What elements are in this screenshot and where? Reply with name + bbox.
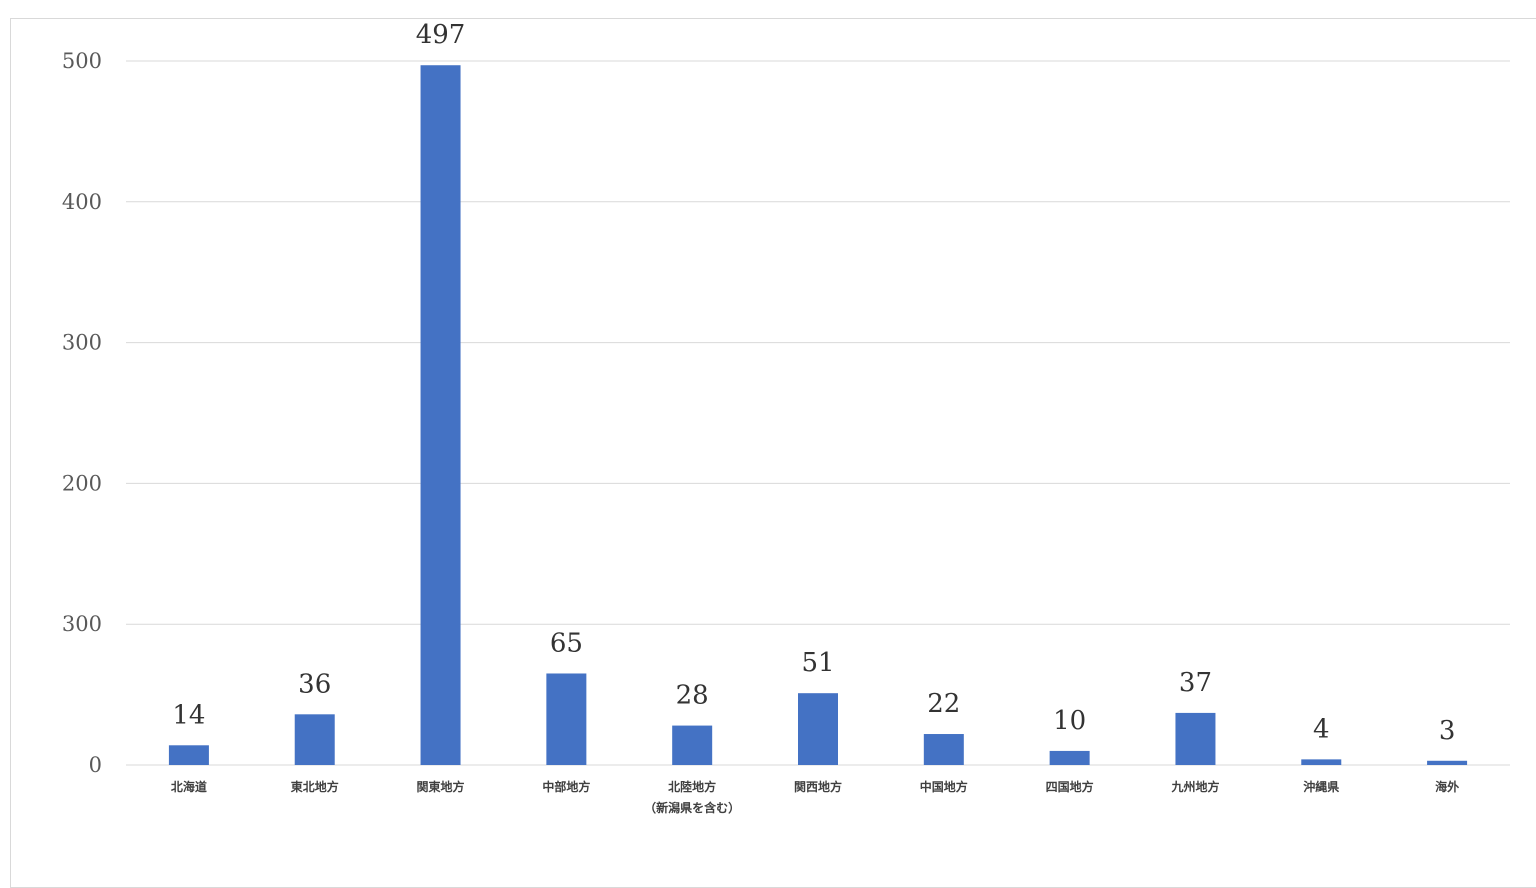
x-tick-label: 九州地方 xyxy=(1170,779,1219,794)
x-tick-label: 関西地方 xyxy=(794,779,842,794)
x-tick-label: 中国地方 xyxy=(920,779,968,794)
chart-frame xyxy=(10,18,1536,888)
data-label: 14 xyxy=(172,700,205,730)
bar xyxy=(1049,750,1090,765)
y-tick-label: 300 xyxy=(62,612,102,636)
bar xyxy=(672,725,713,765)
data-label: 51 xyxy=(801,648,834,678)
y-tick-label: 0 xyxy=(89,753,102,777)
x-tick-label: （新潟県を含む） xyxy=(644,800,740,815)
y-tick-label: 400 xyxy=(62,190,102,214)
bar xyxy=(1175,712,1216,765)
x-tick-label: 東北地方 xyxy=(291,779,339,794)
bar xyxy=(923,734,964,765)
y-tick-label: 200 xyxy=(62,471,102,495)
bar xyxy=(798,693,838,765)
data-label: 497 xyxy=(416,20,466,50)
x-tick-label: 北陸地方 xyxy=(668,779,716,794)
bar xyxy=(294,714,335,765)
data-label: 22 xyxy=(927,689,960,719)
y-tick-label: 500 xyxy=(62,49,102,73)
data-label: 36 xyxy=(298,669,331,699)
bar xyxy=(168,745,209,765)
data-label: 3 xyxy=(1439,716,1456,746)
bar xyxy=(546,673,587,765)
y-tick-label: 300 xyxy=(62,331,102,355)
bar xyxy=(1301,759,1342,765)
x-tick-label: 四国地方 xyxy=(1046,779,1094,794)
data-label: 37 xyxy=(1179,668,1212,698)
bar xyxy=(1427,760,1468,765)
data-label: 28 xyxy=(676,681,709,711)
data-label: 65 xyxy=(550,628,583,658)
x-tick-label: 北海道 xyxy=(171,779,207,794)
x-tick-label: 沖縄県 xyxy=(1303,779,1339,794)
x-tick-label: 関東地方 xyxy=(417,779,465,794)
bar xyxy=(420,65,461,765)
data-label: 4 xyxy=(1313,714,1330,744)
x-tick-label: 海外 xyxy=(1435,779,1459,794)
x-tick-label: 中部地方 xyxy=(542,779,590,794)
data-label: 10 xyxy=(1053,706,1086,736)
